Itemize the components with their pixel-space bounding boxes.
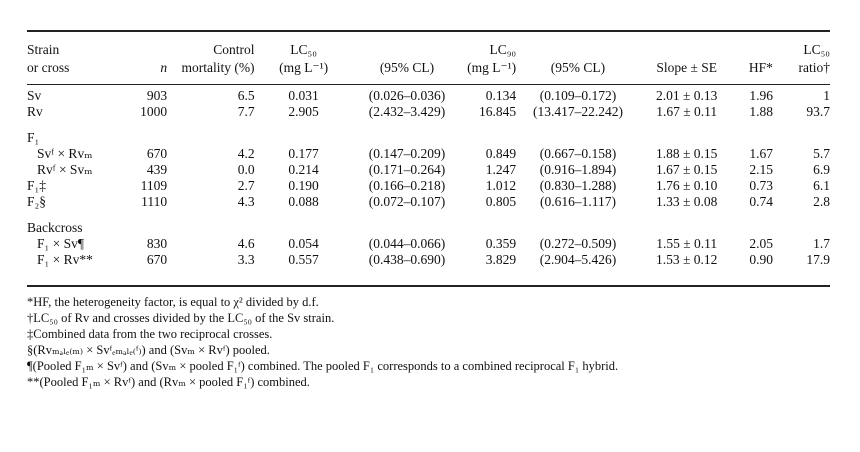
data-table: Strain Control LC₅₀ LC₉₀ LC₅₀ or cross n…	[27, 40, 830, 268]
table-row: F₁ × Sv¶ 830 4.6 0.054 (0.044–0.066) 0.3…	[37, 236, 830, 251]
footnotes: *HF, the heterogeneity factor, is equal …	[27, 294, 837, 390]
header-lc50: LC₅₀	[290, 42, 317, 57]
table-row: F₁ × Rv** 670 3.3 0.557 (0.438–0.690) 3.…	[37, 252, 830, 267]
header-n: n	[160, 60, 168, 75]
header-cl90: (95% CL)	[550, 60, 606, 75]
footnote-ratio: †LC₅₀ of Rv and crosses divided by the L…	[27, 311, 335, 325]
header-lc90: LC₉₀	[489, 42, 517, 57]
header-or-cross: or cross	[27, 60, 70, 75]
table-row: F₂§ 1110 4.3 0.088 (0.072–0.107) 0.805 (…	[27, 194, 830, 209]
top-rule	[27, 30, 830, 32]
table-row: Rv 1000 7.7 2.905 (2.432–3.429) 16.845 (…	[27, 104, 830, 119]
table-row: F₁‡ 1109 2.7 0.190 (0.166–0.218) 1.012 (…	[27, 178, 830, 193]
header-slope: Slope ± SE	[656, 60, 718, 75]
header-strain: Strain	[27, 42, 60, 57]
footnote-combined: ‡Combined data from the two reciprocal c…	[27, 327, 273, 341]
table-row: Svᶠ × Rvₘ 670 4.2 0.177 (0.147–0.209) 0.…	[37, 146, 830, 161]
header-control: Control	[213, 42, 255, 57]
header-cl50: (95% CL)	[379, 60, 435, 75]
header-lc50-unit: (mg L⁻¹)	[279, 60, 329, 75]
table-row: Rvᶠ × Svₘ 439 0.0 0.214 (0.171–0.264) 1.…	[37, 162, 830, 177]
group-label-backcross: Backcross	[27, 220, 83, 235]
header-hf: HF*	[748, 60, 773, 75]
header-mortality: mortality (%)	[181, 60, 255, 75]
bottom-rule	[27, 285, 830, 287]
footnote-backcross-rv: **(Pooled F₁ₘ × Rvᶠ) and (Rvₘ × pooled F…	[27, 375, 310, 389]
header-row-1: Strain Control LC₅₀ LC₉₀ LC₅₀	[27, 40, 830, 58]
header-ratio: ratio†	[798, 60, 831, 75]
footnote-backcross-sv: ¶(Pooled F₁ₘ × Svᶠ) and (Svₘ × pooled F₁…	[27, 359, 619, 373]
table-body: Sv 903 6.5 0.031 (0.026–0.036) 0.134 (0.…	[27, 76, 830, 268]
group-label-f1: F₁	[27, 130, 40, 145]
header-lc90-unit: (mg L⁻¹)	[467, 60, 517, 75]
header-lc50-ratio: LC₅₀	[803, 42, 830, 57]
header-rule	[27, 84, 830, 85]
footnote-hf: *HF, the heterogeneity factor, is equal …	[27, 295, 319, 309]
header-row-2: or cross n mortality (%) (mg L⁻¹) (95% C…	[27, 58, 830, 76]
table-row: Sv 903 6.5 0.031 (0.026–0.036) 0.134 (0.…	[27, 88, 830, 103]
footnote-f2: §(Rvₘₐₗₑ₍ₘ₎ × Svᶠₑₘₐₗₑ₍ᶠ₎) and (Svₘ × Rv…	[27, 343, 270, 357]
